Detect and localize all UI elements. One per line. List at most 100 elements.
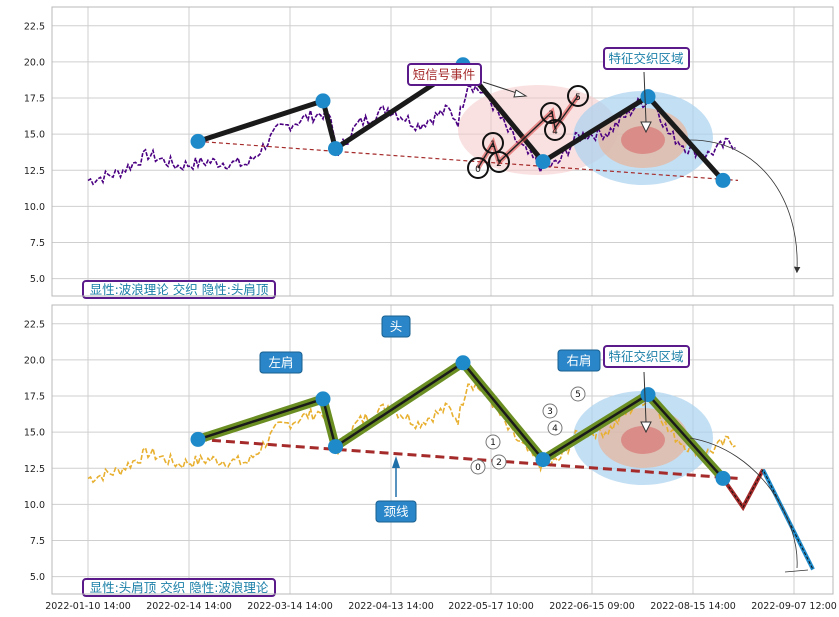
y-tick-label: 12.5 — [24, 166, 45, 177]
feature-zone-label-top: 特征交织区域 — [608, 51, 683, 66]
pattern-point — [190, 133, 206, 149]
neckline-arrow-head — [392, 456, 400, 468]
bottom-projection-curve — [689, 437, 798, 569]
bottom-frame — [51, 304, 834, 595]
left-shoulder-label: 左肩 — [268, 355, 293, 370]
top-neckline — [197, 140, 739, 181]
bottom-wave-label-5: 5 — [575, 390, 581, 400]
pattern-point — [190, 431, 206, 447]
x-axis-ticks: 2022-01-10 14:00 2022-02-14 14:00 2022-03-… — [45, 601, 837, 612]
x-tick-label: 2022-02-14 14:00 — [146, 601, 232, 612]
y-tick-label: 7.5 — [30, 536, 45, 547]
bottom-price-series — [87, 382, 736, 484]
top-y-ticks: 5.0 7.5 10.0 12.5 15.0 17.5 20.0 22.5 — [24, 21, 45, 285]
bottom-projection-dashed — [722, 468, 814, 570]
neckline-box — [375, 500, 417, 523]
bottom-projection-target — [784, 569, 809, 573]
wave-marker-4 — [544, 119, 566, 141]
pattern-point — [315, 391, 331, 407]
top-plot-area — [52, 7, 833, 296]
y-tick-label: 17.5 — [24, 94, 45, 105]
pattern-point — [640, 387, 656, 403]
bottom-legend-text: 显性:头肩顶 交织 隐性:波浪理论 — [90, 580, 269, 595]
bottom-wave-marker-5 — [570, 386, 586, 402]
left-shoulder-box — [259, 351, 303, 374]
wave-label-2: 2 — [496, 159, 502, 169]
head-box — [381, 315, 411, 338]
bottom-wave-label-0: 0 — [475, 463, 481, 473]
top-legend-box — [82, 280, 276, 299]
y-tick-label: 7.5 — [30, 238, 45, 249]
short-signal-arrow-head — [513, 89, 528, 98]
bottom-feature-zone-inner — [621, 426, 665, 454]
pattern-point — [535, 154, 551, 170]
pattern-point — [315, 93, 331, 109]
x-tick-label: 2022-05-17 10:00 — [448, 601, 534, 612]
y-tick-label: 22.5 — [24, 21, 45, 32]
top-projection-arrow — [689, 139, 801, 274]
right-shoulder-box — [557, 349, 601, 372]
bottom-wave-label-4: 4 — [552, 424, 558, 434]
top-frame — [51, 6, 834, 297]
bottom-legend-box — [82, 578, 276, 597]
feature-zone-arrow-bottom — [640, 371, 652, 434]
wave-label-3: 3 — [548, 110, 554, 120]
bottom-wave-marker-4 — [547, 420, 563, 436]
wave-label-4: 4 — [552, 127, 558, 137]
wave-label-5: 5 — [575, 93, 581, 103]
pattern-point — [715, 172, 731, 188]
pattern-point — [328, 141, 343, 157]
feature-zone-arrow-top — [640, 71, 652, 134]
head-label: 头 — [390, 319, 403, 334]
right-shoulder-label: 右肩 — [566, 353, 591, 368]
short-signal-label: 短信号事件 — [413, 67, 476, 82]
top-wave-line — [477, 95, 579, 169]
x-tick-label: 2022-04-13 14:00 — [348, 601, 434, 612]
neckline-label: 颈线 — [383, 504, 409, 519]
x-tick-label: 2022-09-07 12:00 — [751, 601, 837, 612]
y-tick-label: 5.0 — [30, 274, 45, 285]
bottom-pattern-points — [190, 355, 731, 486]
wave-marker-3 — [540, 102, 562, 124]
x-tick-label: 2022-06-15 09:00 — [549, 601, 635, 612]
y-tick-label: 10.0 — [24, 202, 45, 213]
feature-zone-box-top — [603, 47, 690, 70]
wave-label-0: 0 — [475, 165, 481, 175]
bottom-wave-markers: 0 1 2 3 4 5 — [470, 386, 586, 475]
y-tick-label: 20.0 — [24, 57, 45, 68]
y-tick-label: 10.0 — [24, 500, 45, 511]
wave-marker-2 — [488, 151, 510, 173]
pattern-point — [715, 470, 731, 486]
y-tick-label: 15.0 — [24, 428, 45, 439]
wave-marker-5 — [567, 85, 589, 107]
x-tick-label: 2022-08-15 14:00 — [650, 601, 736, 612]
short-signal-box — [407, 63, 482, 86]
bottom-neckline — [197, 437, 739, 480]
bottom-wave-label-3: 3 — [547, 407, 553, 417]
y-tick-label: 22.5 — [24, 319, 45, 330]
feature-zone-inner — [621, 126, 665, 154]
top-legend-text: 显性:波浪理论 交织 隐性:头肩顶 — [90, 282, 269, 297]
feature-zone-label-bottom: 特征交织区域 — [608, 349, 683, 364]
bottom-y-ticks: 5.0 7.5 10.0 12.5 15.0 17.5 20.0 22.5 — [24, 319, 45, 583]
wave-marker-0 — [467, 157, 489, 179]
top-wave-markers: 0 1 2 3 4 5 — [467, 85, 589, 179]
y-tick-label: 15.0 — [24, 130, 45, 141]
pattern-point — [640, 89, 656, 105]
bottom-wave-label-2: 2 — [496, 458, 502, 468]
y-tick-label: 12.5 — [24, 464, 45, 475]
pattern-point — [535, 452, 551, 468]
pattern-point — [328, 439, 343, 455]
bottom-wave-marker-0 — [470, 459, 486, 475]
x-tick-label: 2022-01-10 14:00 — [45, 601, 131, 612]
bottom-plot-area — [52, 305, 833, 594]
bottom-wave-marker-3 — [542, 403, 558, 419]
bottom-wave-marker-2 — [491, 454, 507, 470]
feature-zone-box-bottom — [603, 345, 690, 368]
bottom-panel: 5.0 7.5 10.0 12.5 15.0 17.5 20.0 22.5 0 1 2 3 4… — [24, 305, 837, 612]
wave-label-1: 1 — [490, 140, 496, 150]
pattern-point — [455, 355, 471, 371]
y-tick-label: 5.0 — [30, 572, 45, 583]
top-panel: 5.0 7.5 10.0 12.5 15.0 17.5 20.0 22.5 0 1 2 3 4… — [24, 7, 833, 299]
